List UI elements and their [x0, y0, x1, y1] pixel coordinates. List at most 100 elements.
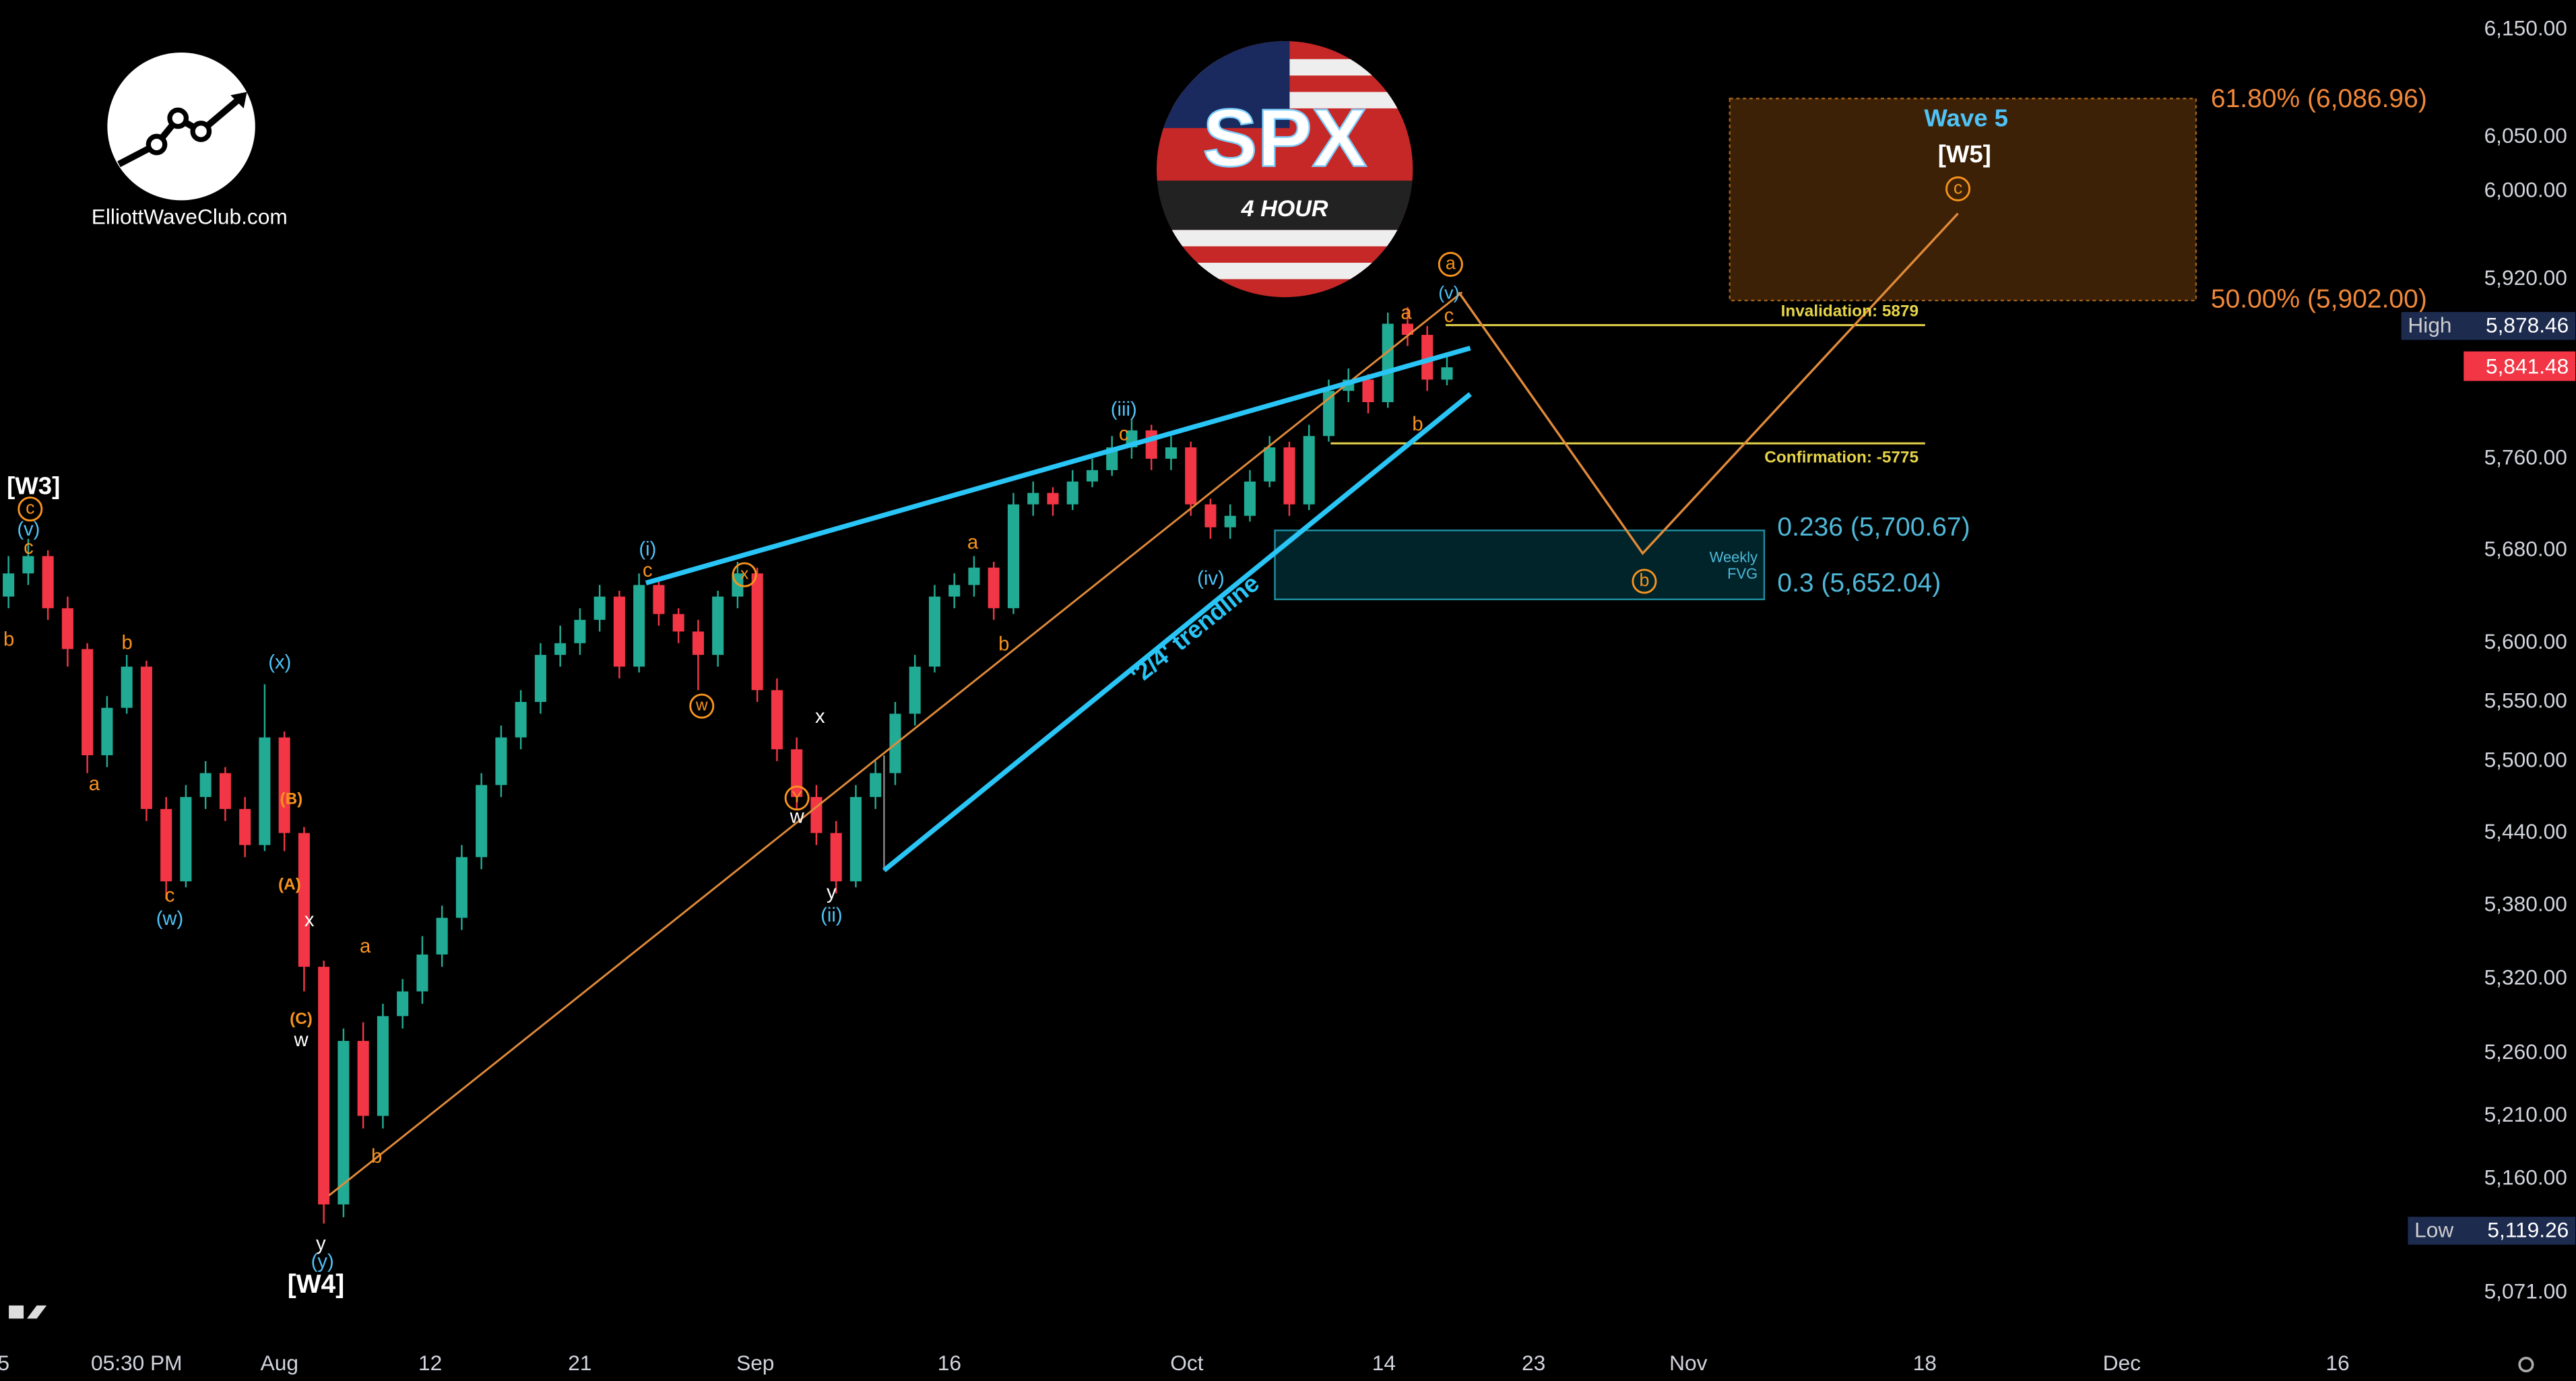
candle-body [239, 808, 251, 845]
wave-label: c [1444, 305, 1454, 327]
wave-label: Y [792, 788, 802, 806]
channel-line [328, 291, 1463, 1196]
wave-label: w [790, 806, 805, 828]
candle-body [1322, 391, 1334, 437]
wave-label: b [121, 632, 132, 653]
wave-label: Wave 5 [1924, 104, 2008, 132]
low-price: 5,119.26 [2487, 1218, 2569, 1242]
wave-label: (ii) [820, 905, 842, 926]
y-tick-label: 6,050.00 [2484, 123, 2567, 148]
candle-body [1027, 492, 1039, 505]
candle-body [160, 808, 172, 882]
candle-body [593, 596, 606, 620]
wave-label: y [316, 1233, 326, 1254]
y-tick-label: 5,920.00 [2484, 265, 2567, 290]
y-tick-label: 5,440.00 [2484, 819, 2567, 843]
candle-body [1086, 470, 1098, 482]
y-tick-label: 5,380.00 [2484, 892, 2567, 916]
candle-body [771, 690, 783, 750]
wave-label: w [695, 697, 708, 715]
y-tick-label: 5,320.00 [2484, 965, 2567, 990]
candle-body [82, 649, 94, 756]
candle-body [1007, 504, 1019, 608]
wave-label: c [26, 498, 34, 518]
fib-label: 0.236 (5,700.67) [1777, 513, 1970, 542]
label-circle [1945, 176, 1971, 201]
candle-body [1145, 430, 1157, 459]
y-tick-label: 6,000.00 [2484, 178, 2567, 202]
candle-body [140, 666, 152, 809]
candle-body [42, 556, 54, 608]
wave-label: [W5] [1938, 140, 1991, 168]
tv-logo [9, 1305, 47, 1319]
x-tick-label: 05:30 PM [91, 1351, 183, 1375]
confirmation-label: Confirmation: -5775 [1764, 449, 1919, 467]
y-tick-label: 5,600.00 [2484, 629, 2567, 653]
wave-label: a [360, 936, 371, 957]
high-tag [2401, 312, 2576, 340]
wave-label: (v) [1438, 282, 1459, 302]
candle-body [259, 737, 271, 845]
wave-label: y [827, 882, 837, 903]
candle-body [476, 785, 488, 858]
candle-body [357, 1041, 369, 1116]
label-circle [18, 496, 43, 522]
candle-body [61, 608, 73, 649]
wave-label: (y) [311, 1251, 334, 1273]
candle-body [870, 773, 882, 798]
wave-label: [W4] [288, 1270, 344, 1299]
wave-label: c [24, 537, 34, 558]
y-tick-label: 5,260.00 [2484, 1039, 2567, 1064]
label-circle [1632, 569, 1657, 594]
axes: 6,150.00 6,050.00 6,000.00 5,920.00 5,760.00… [0, 16, 2567, 1375]
x-tick-label: Nov [1669, 1351, 1707, 1375]
y-tick-label: 6,150.00 [2484, 16, 2567, 40]
candle-body [948, 585, 961, 597]
label-circle [1438, 251, 1463, 277]
candle-body [909, 666, 921, 714]
candle-body [1165, 447, 1177, 459]
fib-label: 0.3 (5,652.04) [1777, 569, 1941, 598]
wave-label: a [967, 532, 979, 554]
wave-label: (B) [280, 790, 302, 808]
last-tag [2464, 351, 2576, 381]
wave-label: c [1954, 177, 1962, 197]
y-tick-label: 5,680.00 [2484, 536, 2567, 560]
lower-trendline [882, 392, 1472, 872]
candle-body [298, 833, 310, 967]
site-logo [107, 53, 255, 201]
site-name: ElliottWaveClub.com [92, 205, 288, 229]
y-tick-label: 5,160.00 [2484, 1165, 2567, 1190]
label-circle [784, 785, 810, 811]
invalidation-label: Invalidation: 5879 [1781, 302, 1919, 321]
candle-body [988, 567, 1000, 608]
wave-label: (iii) [1111, 399, 1137, 420]
candle-body [318, 967, 330, 1205]
x-tick-label: Sep [736, 1351, 774, 1375]
candle-body [101, 707, 113, 756]
wave-label: w [293, 1029, 309, 1051]
y-tick-label: 5,210.00 [2484, 1102, 2567, 1126]
candle-body [1066, 481, 1078, 505]
candle-body [219, 773, 231, 809]
wave-label: (iv) [1197, 568, 1225, 589]
label-circle [689, 693, 715, 719]
wave-label: x [304, 909, 315, 931]
wave-label: [W3] [7, 472, 60, 500]
candle-body [1421, 335, 1434, 380]
candle-body [810, 797, 823, 833]
candle-body [455, 857, 468, 918]
y-tick-label: 5,760.00 [2484, 445, 2567, 469]
candle-body [397, 991, 409, 1017]
wave-label: x [815, 706, 825, 728]
candle-body [1047, 492, 1059, 505]
wave-label: b [371, 1146, 382, 1167]
wave-label: x [740, 565, 748, 583]
candle-body [1283, 447, 1295, 505]
candle-body [1401, 323, 1413, 335]
candle-body [1244, 481, 1256, 516]
candle-body [1224, 515, 1236, 527]
settings-icon[interactable] [2518, 1357, 2534, 1373]
wave-label: b [1412, 414, 1423, 435]
